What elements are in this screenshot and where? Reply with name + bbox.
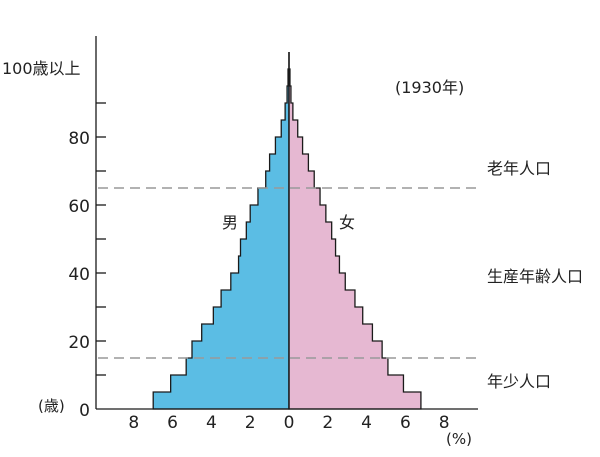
male-series-area [152, 52, 290, 410]
x-tick-label: 4 [361, 413, 372, 433]
series-label-male: 男 [222, 213, 238, 232]
y-tick-label: 20 [68, 333, 90, 353]
axes [95, 36, 478, 410]
region-label-working: 生産年齢人口 [487, 267, 583, 286]
x-tick-label: 6 [400, 413, 411, 433]
region-label-elderly: 老年人口 [487, 159, 551, 178]
y-tick-label: 0 [79, 401, 90, 421]
x-axis-unit: (%) [446, 430, 472, 448]
x-tick-label: 8 [128, 413, 139, 433]
y-tick-label: 60 [68, 197, 90, 217]
x-tick-label: 6 [167, 413, 178, 433]
chart-annotation: (1930年) [395, 78, 464, 97]
y-tick-label: 80 [68, 129, 90, 149]
female-bars [288, 52, 422, 410]
series-label-female: 女 [339, 213, 355, 232]
male-bars [152, 52, 290, 410]
x-tick-label: 0 [284, 413, 295, 433]
y-axis-unit: (歳) [38, 397, 65, 415]
region-label-young: 年少人口 [487, 372, 551, 391]
y-tick-label: 40 [68, 265, 90, 285]
x-tick-label: 2 [245, 413, 256, 433]
x-tick-label: 4 [206, 413, 217, 433]
female-series-area [288, 52, 422, 410]
top-age-label: 100歳以上 [2, 59, 81, 78]
x-tick-label: 2 [322, 413, 333, 433]
x-tick-label: 8 [439, 413, 450, 433]
